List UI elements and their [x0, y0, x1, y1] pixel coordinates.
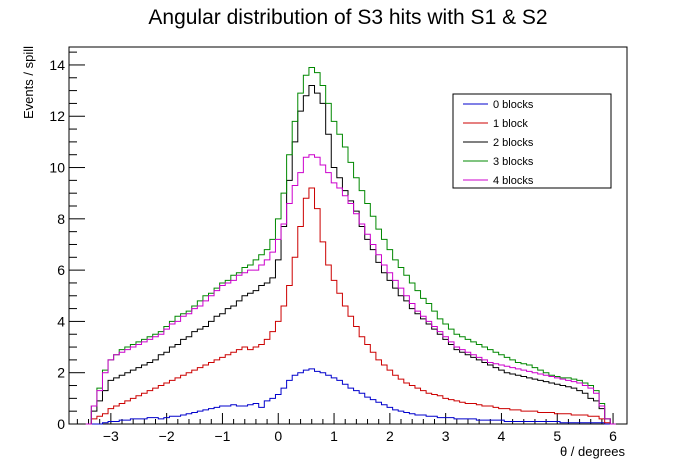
legend-label: 1 block	[493, 118, 528, 130]
legend-label: 4 blocks	[493, 175, 534, 187]
y-tick-label: 10	[49, 160, 65, 176]
x-axis-label: θ / degrees	[560, 444, 626, 459]
x-tick-label: 2	[386, 428, 394, 444]
legend-label: 3 blocks	[493, 156, 534, 168]
legend-label: 0 blocks	[493, 99, 534, 111]
y-tick-label: 4	[57, 313, 65, 329]
x-tick-label: −1	[214, 428, 230, 444]
y-tick-label: 2	[57, 365, 65, 381]
y-axis-label: Events / spill	[21, 46, 36, 119]
x-tick-label: 6	[609, 428, 617, 444]
series-1-histogram	[85, 187, 616, 425]
series-4-histogram	[85, 154, 616, 425]
x-tick-label: −2	[159, 428, 175, 444]
y-tick-label: 8	[57, 211, 65, 227]
series-2-histogram	[85, 84, 616, 425]
plot-frame	[68, 46, 628, 425]
y-tick-label: 0	[57, 416, 65, 432]
legend-label: 2 blocks	[493, 137, 534, 149]
x-tick-label: 0	[274, 428, 282, 444]
y-tick-label: 6	[57, 262, 65, 278]
chart-title: Angular distribution of S3 hits with S1 …	[148, 6, 547, 29]
series-3-histogram	[85, 67, 616, 425]
y-tick-label: 14	[49, 57, 65, 73]
y-tick-label: 12	[49, 108, 65, 124]
legend-box	[452, 93, 612, 189]
x-tick-label: 5	[553, 428, 561, 444]
series-0-histogram	[85, 368, 616, 425]
x-tick-label: 1	[330, 428, 338, 444]
x-tick-label: −3	[103, 428, 119, 444]
x-tick-label: 4	[498, 428, 506, 444]
x-tick-label: 3	[442, 428, 450, 444]
